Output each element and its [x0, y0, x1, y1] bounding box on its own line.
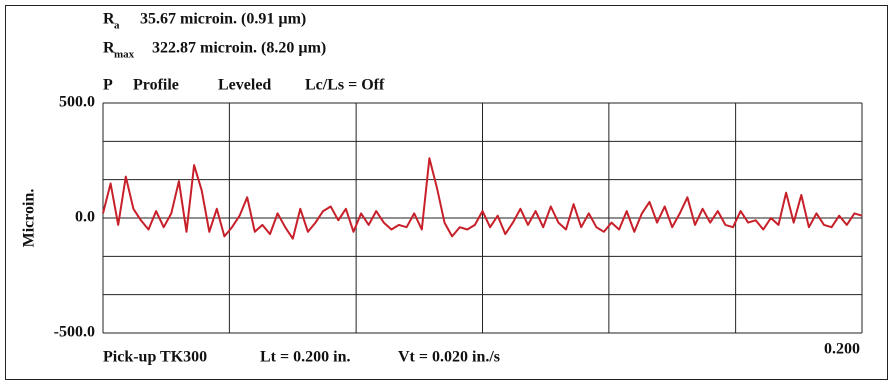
footer-item: Vt = 0.020 in./s — [398, 349, 500, 366]
rmax-sub: max — [114, 49, 135, 61]
y-tick-label: -500.0 — [54, 324, 95, 341]
footer-item: Lt = 0.200 in. — [260, 349, 350, 366]
profile-item: P — [103, 77, 113, 94]
profile-item: Leveled — [218, 77, 271, 94]
ra-sub: a — [114, 20, 120, 32]
ra-symbol: R — [103, 11, 115, 28]
ra-value: 35.67 microin. (0.91 µm) — [140, 11, 306, 28]
rmax-value: 322.87 microin. (8.20 µm) — [152, 40, 326, 57]
y-tick-label: 0.0 — [75, 209, 95, 226]
rmax-symbol: R — [103, 40, 115, 57]
footer-item: Pick-up TK300 — [103, 349, 207, 366]
x-tick-label: 0.200 — [824, 341, 860, 358]
profile-item: Profile — [133, 77, 179, 94]
profile-line — [102, 157, 863, 240]
frame — [5, 5, 888, 380]
profile-item: Lc/Ls = Off — [305, 77, 385, 94]
y-axis-label: Microin. — [21, 189, 38, 248]
y-tick-label: 500.0 — [59, 94, 95, 111]
